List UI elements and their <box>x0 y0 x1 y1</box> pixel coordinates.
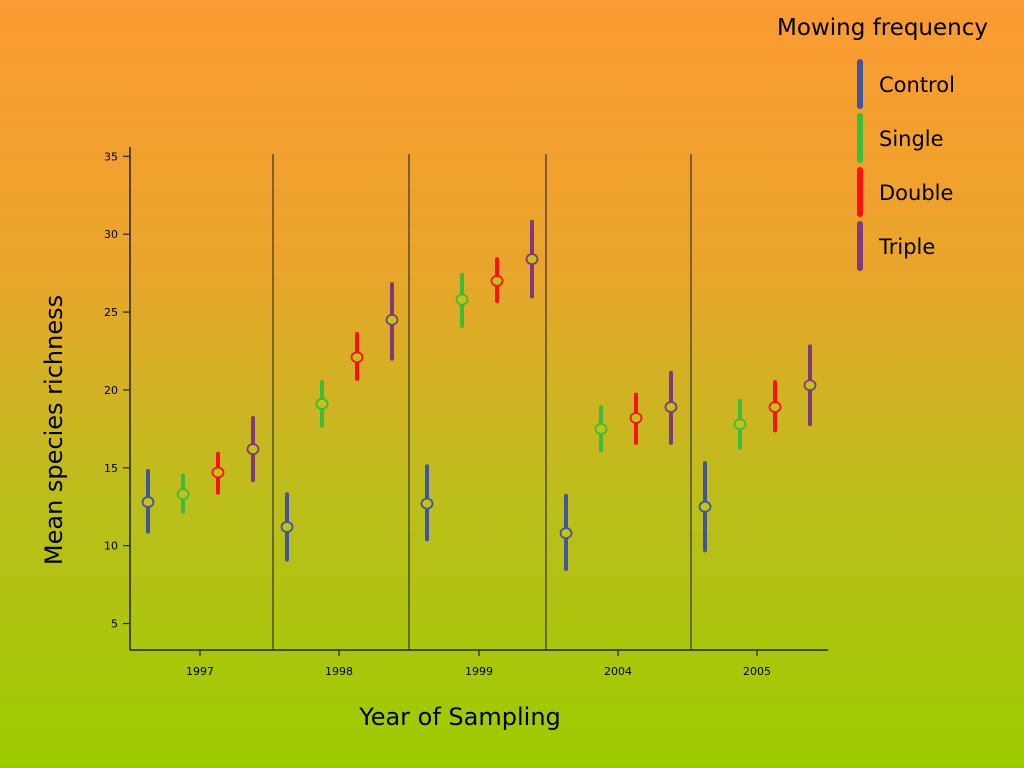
x-tick-label: 1999 <box>465 665 493 678</box>
x-tick-label: 2005 <box>743 665 771 678</box>
point-triple-1998 <box>385 313 399 326</box>
point-triple-1997 <box>246 443 260 456</box>
legend: Mowing frequency Control Single Double Trip… <box>777 15 988 271</box>
point-triple-1999 <box>525 253 539 266</box>
x-axis-title: Year of Sampling <box>358 703 561 731</box>
point-control-2005 <box>698 500 712 513</box>
point-double-1997 <box>211 466 225 479</box>
point-single-1998 <box>315 398 329 410</box>
y-tick-label: 15 <box>104 462 118 475</box>
point-single-2004 <box>594 422 608 435</box>
legend-label-single: Single <box>879 127 944 151</box>
point-single-1997 <box>176 488 190 501</box>
y-tick-label: 25 <box>104 306 118 319</box>
point-control-2004 <box>559 527 573 540</box>
y-tick-label: 20 <box>104 384 118 397</box>
point-triple-2004 <box>664 401 678 413</box>
point-single-2005 <box>733 418 747 431</box>
point-double-1998 <box>350 351 364 364</box>
point-double-2004 <box>629 412 643 424</box>
x-tick-label: 1998 <box>325 665 353 678</box>
legend-title: Mowing frequency <box>777 15 988 41</box>
y-tick-label: 35 <box>104 150 118 163</box>
point-control-1998 <box>280 521 294 533</box>
y-tick-label: 10 <box>104 540 118 553</box>
legend-label-control: Control <box>879 73 955 97</box>
point-double-1999 <box>490 275 504 287</box>
y-tick-label: 5 <box>111 618 118 631</box>
y-ticks: 5 10 15 20 25 30 35 <box>104 150 130 631</box>
x-tick-label: 2004 <box>604 665 632 678</box>
year-separators <box>272 154 692 650</box>
y-axis-title: Mean species richness <box>40 295 68 565</box>
legend-label-triple: Triple <box>878 235 935 259</box>
legend-label-double: Double <box>879 181 953 205</box>
y-tick-label: 30 <box>104 228 118 241</box>
point-triple-2005 <box>803 379 817 392</box>
axes <box>129 147 828 651</box>
data-marks <box>141 219 817 572</box>
legend-items: Control Single Double Triple <box>857 59 955 271</box>
point-control-1997 <box>141 496 155 508</box>
point-control-1999 <box>420 497 434 510</box>
x-tick-label: 1997 <box>186 665 214 678</box>
point-single-1999 <box>455 293 469 306</box>
x-ticks: 1997 1998 1999 2004 2005 <box>186 650 771 678</box>
point-double-2005 <box>768 401 782 413</box>
